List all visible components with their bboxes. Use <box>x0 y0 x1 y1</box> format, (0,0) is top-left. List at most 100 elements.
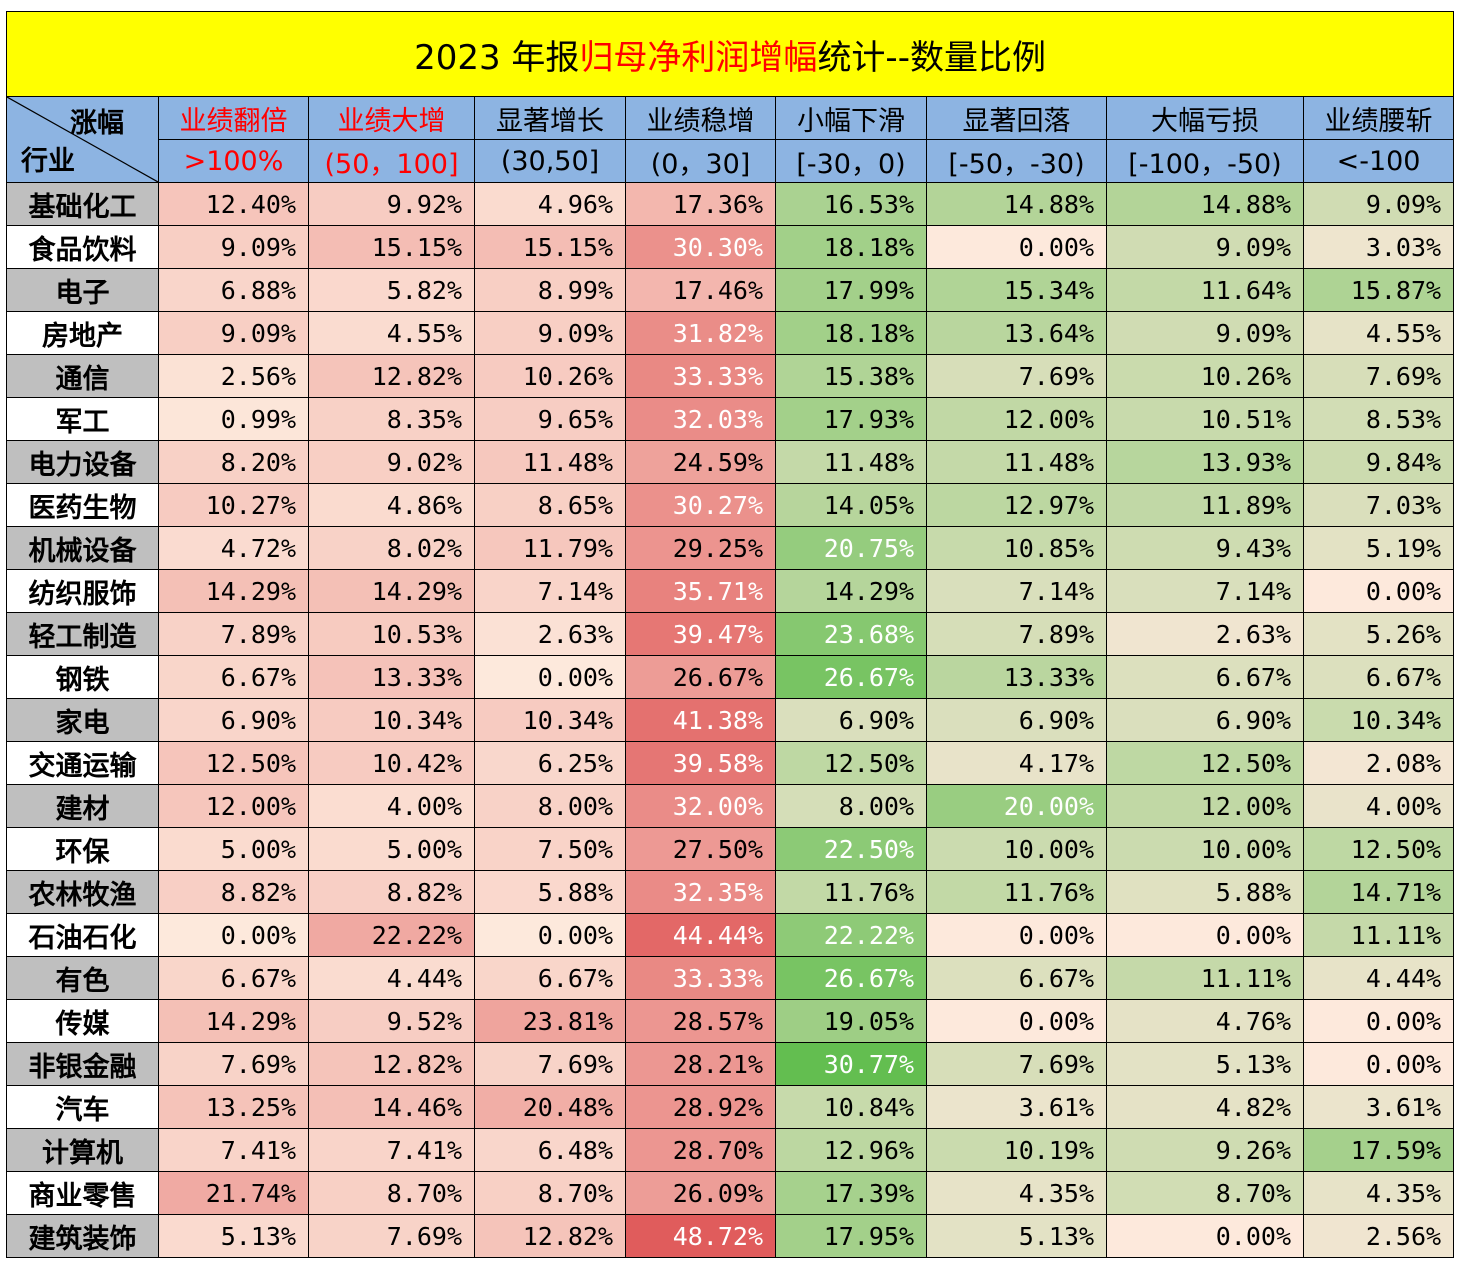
value-cell: 5.88% <box>474 870 626 914</box>
value-cell: 15.87% <box>1302 268 1455 312</box>
table-row: 建材 12.00% 4.00% 8.00% 32.00% 8.00% 20.00% 12.00… <box>6 784 1455 828</box>
value-cell: 4.55% <box>1302 311 1455 355</box>
industry-cell: 石油石化 <box>6 913 159 957</box>
table-row: 通信 2.56% 12.82% 10.26% 33.33% 15.38% 7.69% 10.2… <box>6 354 1455 398</box>
industry-cell: 商业零售 <box>6 1171 159 1215</box>
value-cell: 13.25% <box>158 1085 309 1129</box>
industry-cell: 军工 <box>6 397 159 441</box>
value-cell: 16.53% <box>775 182 927 226</box>
data-table: 2023 年报归母净利润增幅统计--数量比例 涨幅 行业 业绩翻倍 业绩大增 显著增… <box>5 11 1455 1258</box>
value-cell: 17.36% <box>625 182 776 226</box>
value-cell: 7.69% <box>926 1042 1107 1086</box>
industry-cell: 钢铁 <box>6 655 159 699</box>
value-cell: 0.00% <box>1302 569 1455 613</box>
value-cell: 17.95% <box>775 1214 927 1258</box>
value-cell: 11.89% <box>1106 483 1304 527</box>
industry-cell: 农林牧渔 <box>6 870 159 914</box>
value-cell: 7.69% <box>158 1042 309 1086</box>
industry-cell: 环保 <box>6 827 159 871</box>
value-cell: 12.00% <box>158 784 309 828</box>
value-cell: 4.96% <box>474 182 626 226</box>
value-cell: 26.09% <box>625 1171 776 1215</box>
industry-cell: 计算机 <box>6 1128 159 1172</box>
value-cell: 7.41% <box>158 1128 309 1172</box>
column-range: (0，30] <box>625 139 776 183</box>
column-range: <-100 <box>1302 139 1455 183</box>
value-cell: 8.00% <box>474 784 626 828</box>
value-cell: 33.33% <box>625 956 776 1000</box>
value-cell: 11.11% <box>1302 913 1455 957</box>
value-cell: 10.34% <box>474 698 626 742</box>
value-cell: 7.14% <box>474 569 626 613</box>
corner-header: 涨幅 行业 <box>6 96 159 183</box>
value-cell: 30.77% <box>775 1042 927 1086</box>
value-cell: 12.82% <box>308 1042 475 1086</box>
value-cell: 0.00% <box>474 913 626 957</box>
value-cell: 33.33% <box>625 354 776 398</box>
table-container: 2023 年报归母净利润增幅统计--数量比例 涨幅 行业 业绩翻倍 业绩大增 显著增… <box>5 11 1455 1258</box>
value-cell: 39.47% <box>625 612 776 656</box>
value-cell: 14.71% <box>1302 870 1455 914</box>
value-cell: 0.00% <box>1302 999 1455 1043</box>
value-cell: 26.67% <box>775 956 927 1000</box>
value-cell: 8.82% <box>158 870 309 914</box>
value-cell: 9.52% <box>308 999 475 1043</box>
value-cell: 17.39% <box>775 1171 927 1215</box>
value-cell: 10.84% <box>775 1085 927 1129</box>
industry-cell: 基础化工 <box>6 182 159 226</box>
column-header: 小幅下滑 <box>775 96 927 140</box>
value-cell: 23.68% <box>775 612 927 656</box>
value-cell: 6.67% <box>474 956 626 1000</box>
value-cell: 17.46% <box>625 268 776 312</box>
value-cell: 7.50% <box>474 827 626 871</box>
table-row: 机械设备 4.72% 8.02% 11.79% 29.25% 20.75% 10.85% 9.… <box>6 526 1455 570</box>
value-cell: 12.50% <box>1106 741 1304 785</box>
value-cell: 10.51% <box>1106 397 1304 441</box>
industry-cell: 机械设备 <box>6 526 159 570</box>
value-cell: 18.18% <box>775 225 927 269</box>
value-cell: 28.70% <box>625 1128 776 1172</box>
table-row: 家电 6.90% 10.34% 10.34% 41.38% 6.90% 6.90% 6.90%… <box>6 698 1455 742</box>
value-cell: 12.50% <box>158 741 309 785</box>
table-row: 食品饮料 9.09% 15.15% 15.15% 30.30% 18.18% 0.00% 9.… <box>6 225 1455 269</box>
value-cell: 7.69% <box>1302 354 1455 398</box>
value-cell: 11.79% <box>474 526 626 570</box>
value-cell: 14.29% <box>158 569 309 613</box>
industry-cell: 房地产 <box>6 311 159 355</box>
title-prefix: 2023 年报 <box>414 37 580 78</box>
title-highlight: 归母净利润增幅 <box>579 37 818 78</box>
value-cell: 4.86% <box>308 483 475 527</box>
value-cell: 6.67% <box>158 655 309 699</box>
value-cell: 4.76% <box>1106 999 1304 1043</box>
value-cell: 7.69% <box>474 1042 626 1086</box>
value-cell: 12.96% <box>775 1128 927 1172</box>
value-cell: 13.33% <box>926 655 1107 699</box>
value-cell: 0.00% <box>1106 1214 1304 1258</box>
value-cell: 11.76% <box>775 870 927 914</box>
value-cell: 2.63% <box>474 612 626 656</box>
value-cell: 17.99% <box>775 268 927 312</box>
value-cell: 11.76% <box>926 870 1107 914</box>
value-cell: 11.48% <box>474 440 626 484</box>
value-cell: 11.48% <box>926 440 1107 484</box>
table-row: 计算机 7.41% 7.41% 6.48% 28.70% 12.96% 10.19% 9.26… <box>6 1128 1455 1172</box>
value-cell: 24.59% <box>625 440 776 484</box>
value-cell: 5.19% <box>1302 526 1455 570</box>
value-cell: 26.67% <box>625 655 776 699</box>
value-cell: 6.67% <box>1106 655 1304 699</box>
value-cell: 10.00% <box>1106 827 1304 871</box>
value-cell: 12.00% <box>1106 784 1304 828</box>
value-cell: 10.85% <box>926 526 1107 570</box>
value-cell: 22.50% <box>775 827 927 871</box>
value-cell: 8.35% <box>308 397 475 441</box>
value-cell: 11.48% <box>775 440 927 484</box>
value-cell: 12.50% <box>775 741 927 785</box>
column-header: 业绩翻倍 <box>158 96 309 140</box>
value-cell: 10.34% <box>308 698 475 742</box>
value-cell: 2.56% <box>158 354 309 398</box>
value-cell: 5.00% <box>158 827 309 871</box>
value-cell: 28.21% <box>625 1042 776 1086</box>
industry-cell: 有色 <box>6 956 159 1000</box>
value-cell: 6.88% <box>158 268 309 312</box>
value-cell: 9.26% <box>1106 1128 1304 1172</box>
